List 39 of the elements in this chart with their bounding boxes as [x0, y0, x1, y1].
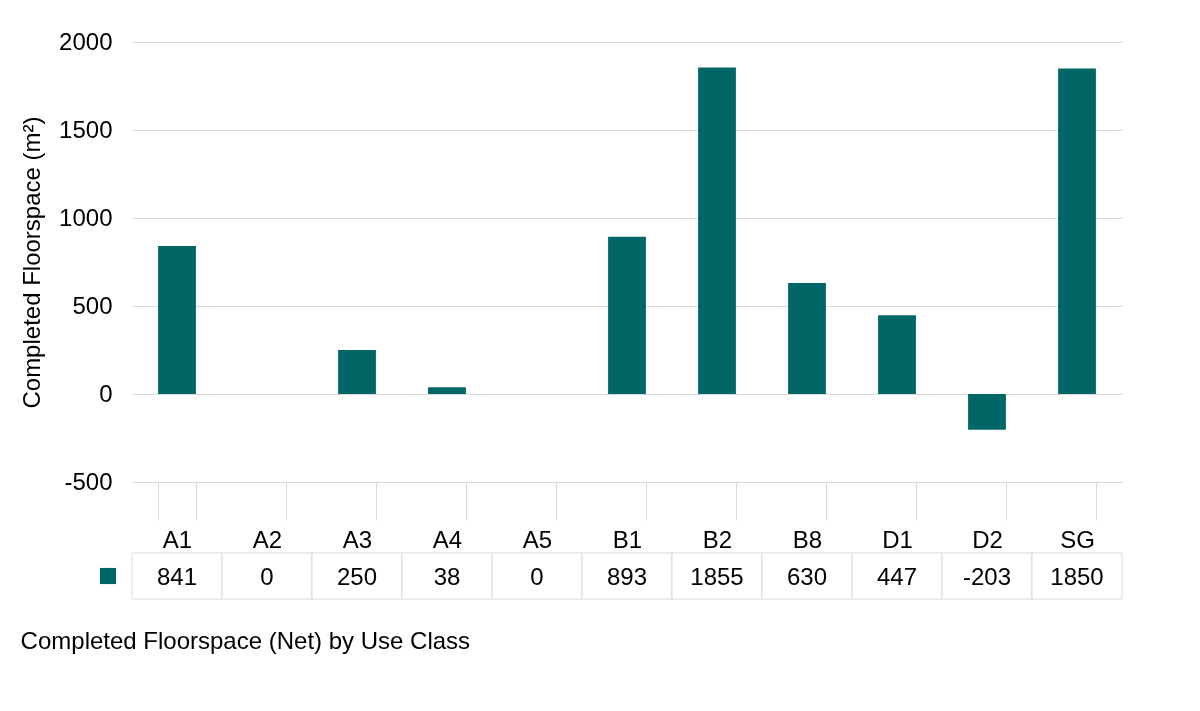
x-tick-label: SG	[1060, 525, 1095, 553]
bar	[968, 394, 1006, 430]
x-tick-label: D1	[882, 525, 913, 553]
data-label: 0	[530, 563, 544, 590]
x-tick-label: A3	[342, 525, 373, 553]
bar	[428, 387, 466, 394]
data-label: 841	[156, 563, 198, 590]
data-label: 0	[260, 563, 274, 590]
x-axis-title: Completed Floorspace (Net) by Use Class	[20, 626, 471, 654]
x-tick-label: A2	[252, 525, 283, 553]
bar	[338, 350, 376, 394]
y-axis-title: Completed Floorspace (m²)	[18, 116, 46, 409]
data-label: 1850	[1050, 563, 1104, 590]
data-label: -203	[962, 563, 1012, 590]
y-tick-label: 500	[72, 291, 113, 319]
x-tick-label: B8	[792, 525, 823, 553]
bar	[1058, 68, 1096, 394]
x-tick-label: D2	[972, 525, 1003, 553]
bar	[608, 236, 646, 394]
data-label: 447	[876, 563, 918, 590]
data-label: 250	[336, 563, 378, 590]
data-label: 1855	[690, 563, 744, 590]
y-tick-label: -500	[64, 467, 113, 495]
y-tick-label: 1500	[59, 115, 113, 143]
x-tick-label: A1	[162, 525, 193, 553]
bar	[788, 283, 826, 394]
x-tick-label: B2	[702, 525, 733, 553]
y-tick-label: 0	[99, 379, 113, 407]
x-tick-label: B1	[612, 525, 643, 553]
y-tick-label: 1000	[59, 203, 113, 231]
data-label: 630	[786, 563, 828, 590]
bar	[878, 315, 916, 394]
y-tick-label: 2000	[59, 27, 113, 55]
x-tick-label: A4	[432, 525, 463, 553]
bar	[698, 67, 736, 394]
data-label: 38	[433, 563, 461, 590]
data-label: 893	[606, 563, 648, 590]
x-tick-label: A5	[522, 525, 553, 553]
bar	[158, 245, 196, 394]
